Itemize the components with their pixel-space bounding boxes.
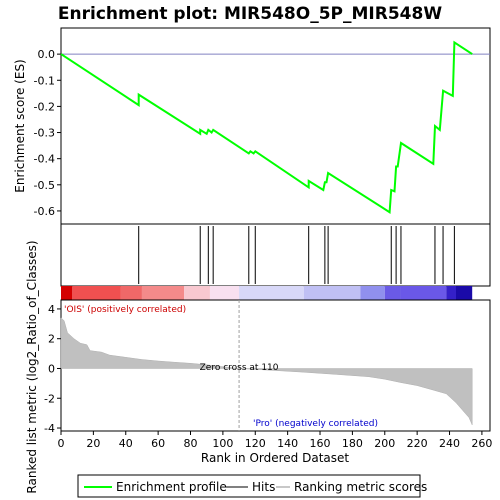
heat-band-segment [456,286,473,300]
metric-y-tick-label: 4 [48,303,55,316]
rank-x-tick-label: 200 [374,437,395,450]
es-y-tick-label: -0.6 [34,205,55,218]
rank-x-tick-label: 60 [151,437,165,450]
metric-y-axis-title: Ranked list metric (log2_Ratio_of_Classe… [25,240,39,493]
es-y-ticks: 0.0 -0.1 -0.2 -0.3 -0.4 -0.5 -0.6 [34,48,61,218]
rank-x-tick-label: 180 [342,437,363,450]
heat-band-segment [239,286,304,300]
rank-x-tick-label: 240 [439,437,460,450]
rank-x-tick-label: 260 [471,437,492,450]
metric-y-tick-label: -2 [44,392,55,405]
enrichment-profile-line [60,40,473,214]
ranking-heat-band [61,286,473,300]
es-panel-frame [60,27,491,225]
heat-band-segment [209,286,240,300]
rank-x-tick-label: 40 [119,437,133,450]
rank-x-tick-label: 160 [310,437,331,450]
heat-band-segment [400,286,447,300]
es-y-tick-label: -0.5 [34,179,55,192]
zero-cross-label: Zero cross at 110 [200,363,279,373]
metric-y-tick-label: 2 [48,333,55,346]
legend-enrichment-label: Enrichment profile [116,480,227,494]
heat-band-segment [72,286,121,300]
ranking-metric-area [60,317,473,426]
legend-metric-label: Ranking metric scores [294,480,427,494]
rank-x-tick-label: 140 [277,437,298,450]
heat-band-segment [61,286,73,300]
heat-band-segment [384,286,401,300]
rank-x-ticks: 0 20 40 60 80 100 120 140 160 180 200 220 240 260 [58,431,492,450]
hit-markers [138,226,455,284]
rank-x-tick-label: 80 [184,437,198,450]
heat-band-segment [303,286,361,300]
es-y-axis-title: Enrichment score (ES) [13,59,27,192]
es-y-tick-label: -0.3 [34,127,55,140]
rank-x-tick-label: 220 [407,437,428,450]
rank-x-tick-label: 0 [58,437,65,450]
metric-x-axis-title: Rank in Ordered Dataset [201,451,349,465]
es-y-tick-label: -0.2 [34,100,55,113]
heat-band-segment [141,286,185,300]
heat-band-segment [360,286,385,300]
positive-class-label: 'OIS' (positively correlated) [64,305,186,315]
legend-hits-label: Hits [252,480,275,494]
heat-band-segment [446,286,457,300]
metric-y-tick-label: 0 [48,362,55,375]
heat-band-segment [120,286,142,300]
hits-panel-frame [60,223,491,287]
rank-x-tick-label: 20 [86,437,100,450]
es-y-tick-label: -0.1 [34,74,55,87]
legend-box [77,474,421,498]
rank-x-tick-label: 100 [212,437,233,450]
es-y-tick-label: -0.4 [34,153,55,166]
metric-y-tick-label: -4 [44,422,55,435]
metric-y-ticks: 4 2 0 -2 -4 [44,303,61,435]
chart-title: Enrichment plot: MIR548O_5P_MIR548W [58,4,442,24]
es-y-tick-label: 0.0 [38,48,56,61]
heat-band-segment [184,286,210,300]
rank-x-tick-label: 120 [245,437,266,450]
negative-class-label: 'Pro' (negatively correlated) [253,419,378,429]
